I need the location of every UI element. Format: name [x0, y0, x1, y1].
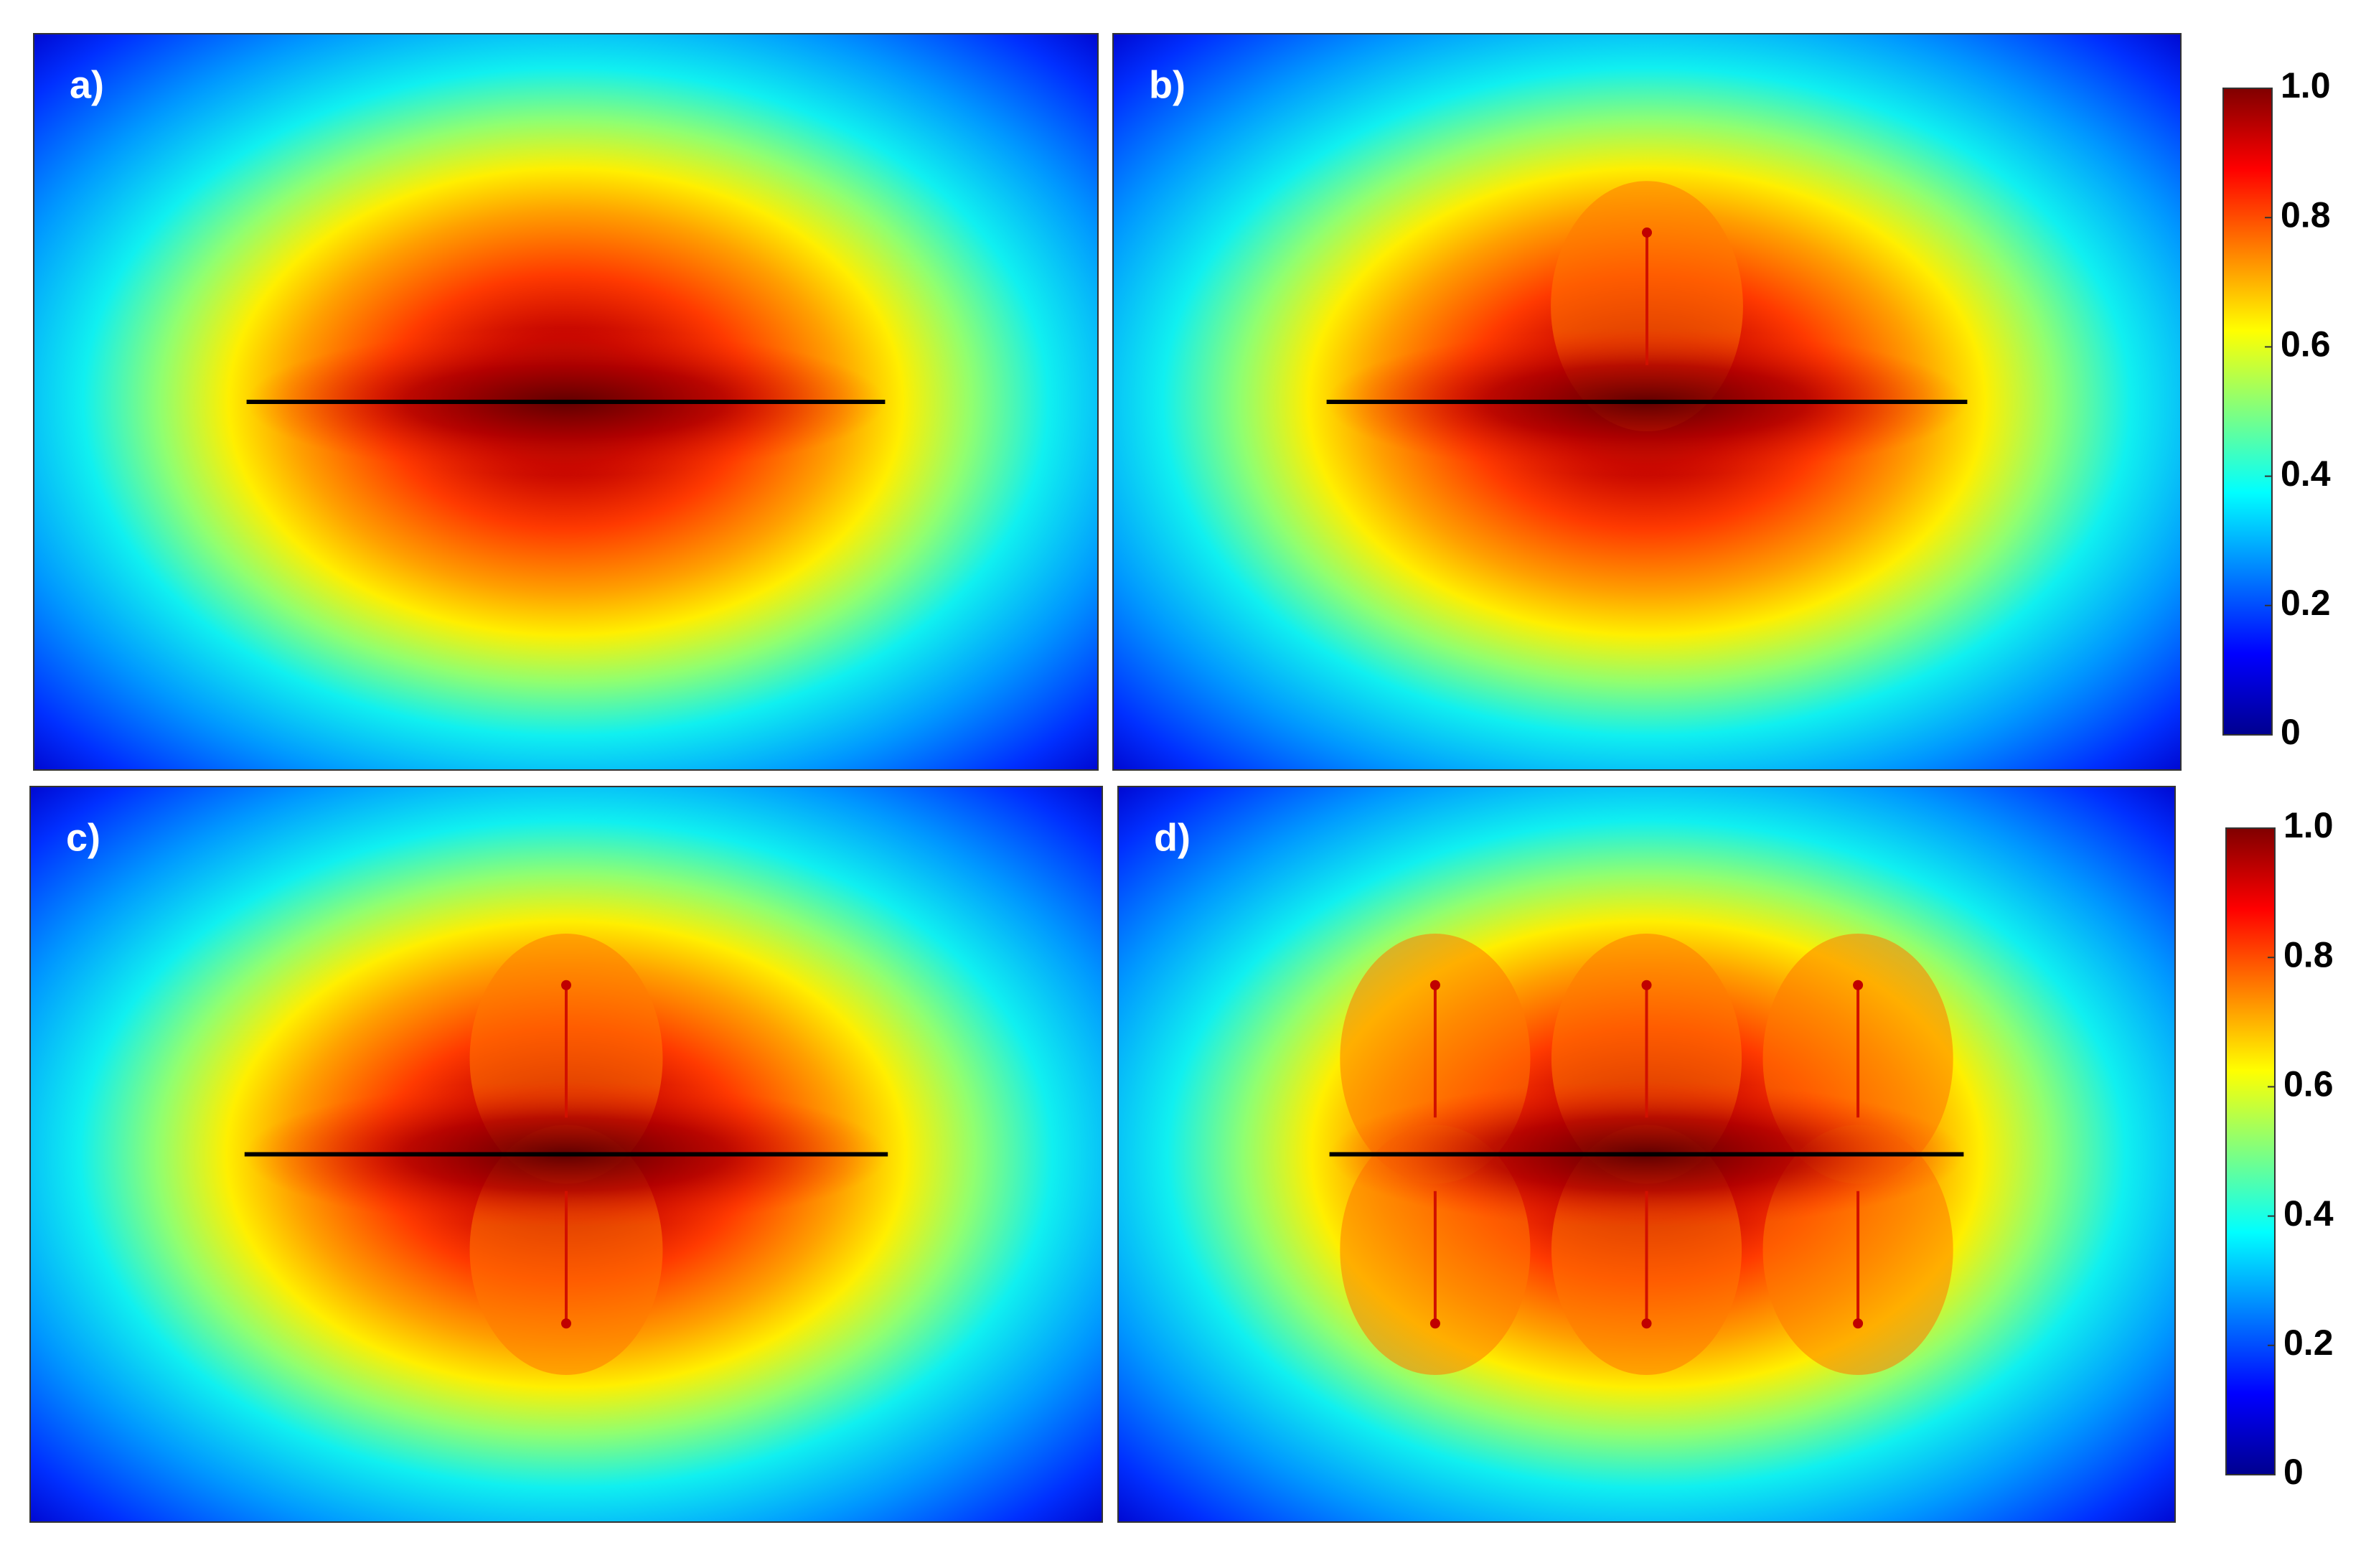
colorbar-tick-label: 0.4 [2281, 454, 2331, 494]
crack-tip [1641, 1318, 1652, 1329]
crack-tip [561, 1318, 571, 1329]
crack-tip [1642, 227, 1652, 238]
crack-tip [561, 980, 571, 990]
panel-label: d) [1154, 816, 1191, 859]
colorbar-tick-label: 0.2 [2283, 1323, 2334, 1363]
crack-tip [1641, 980, 1652, 990]
colorbar-tick-label: 1.0 [2283, 805, 2334, 845]
colorbar-tick-label: 0.6 [2283, 1064, 2334, 1104]
colorbar-tick-label: 0.4 [2283, 1193, 2334, 1234]
crack-tip [1853, 1318, 1864, 1329]
colorbar-tick-label: 0 [2281, 712, 2301, 752]
colorbar-tick-label: 0.6 [2281, 324, 2331, 365]
colorbar-tick-label: 0 [2283, 1452, 2304, 1492]
colorbar [2225, 827, 2276, 1475]
crack-tip [1853, 980, 1864, 990]
panel-label: a) [70, 63, 104, 106]
colorbar-tick-label: 0.2 [2281, 583, 2331, 623]
colorbar-tick-label: 0.8 [2283, 934, 2334, 975]
colorbar-tick-label: 1.0 [2281, 65, 2331, 105]
panel-label: b) [1149, 63, 1186, 106]
crack-tip [1429, 1318, 1440, 1329]
colorbar-tick-label: 0.8 [2281, 194, 2331, 235]
crack-tip [1429, 980, 1440, 990]
colorbar [2222, 88, 2273, 736]
panel-label: c) [66, 816, 100, 859]
